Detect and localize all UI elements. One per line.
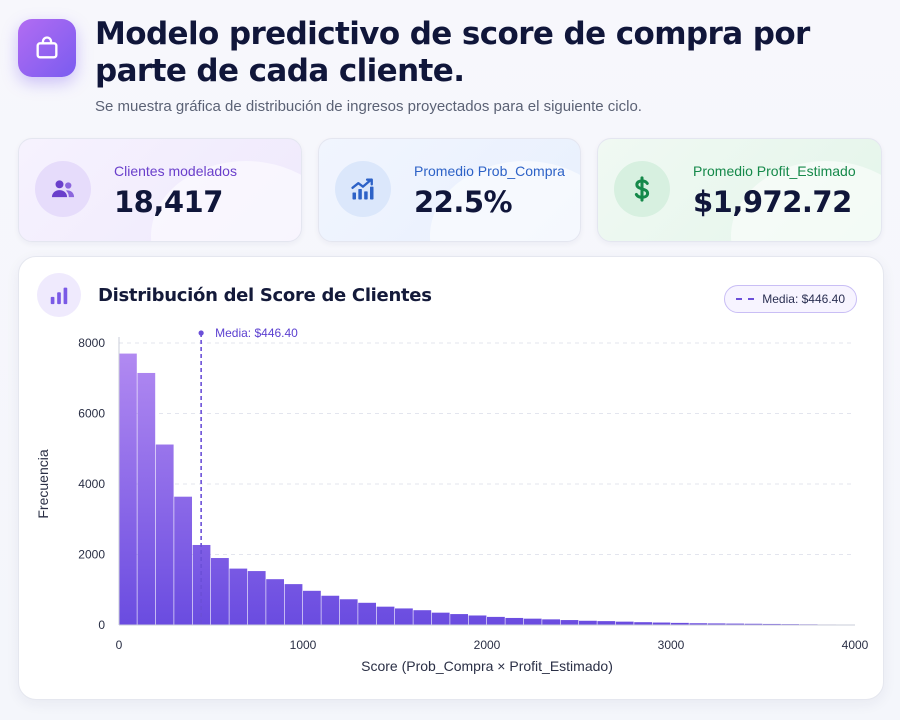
kpi-value: 22.5% xyxy=(414,185,513,219)
histogram-bar xyxy=(615,621,634,625)
histogram-bar xyxy=(560,620,579,625)
histogram-bar xyxy=(211,558,229,625)
kpi-card-profit: Promedio Profit_Estimado $1,972.72 xyxy=(597,138,882,242)
histogram-chart: 0 2000 4000 6000 8000 0 1000 2000 3000 4000 Media:… xyxy=(35,326,869,674)
trending-up-chart-icon xyxy=(335,161,391,217)
histogram-bar xyxy=(542,619,560,625)
y-tick-label: 2000 xyxy=(78,548,105,562)
dollar-icon xyxy=(614,161,670,217)
histogram-bar xyxy=(689,623,708,625)
x-tick-label: 0 xyxy=(116,638,123,652)
histogram-bar xyxy=(468,615,487,625)
histogram-bar xyxy=(395,608,413,625)
x-tick-label: 2000 xyxy=(474,638,501,652)
kpi-value: $1,972.72 xyxy=(693,185,852,219)
histogram-bar xyxy=(284,584,303,625)
kpi-label: Clientes modelados xyxy=(114,163,237,179)
y-tick-label: 0 xyxy=(98,618,105,632)
histogram-bar xyxy=(487,616,505,625)
histogram-bar xyxy=(358,602,376,625)
chart-legend: Media: $446.40 xyxy=(724,285,857,313)
bar-chart-icon xyxy=(37,273,81,317)
chart-panel: Distribución del Score de Clientes Media… xyxy=(18,256,884,700)
histogram-bar xyxy=(579,620,597,625)
histogram-bar xyxy=(726,623,744,625)
histogram-bar xyxy=(707,623,726,625)
histogram-bar xyxy=(597,621,616,625)
histogram-bar xyxy=(413,610,432,625)
kpi-card-prob-compra: Promedio Prob_Compra 22.5% xyxy=(318,138,581,242)
histogram-bar xyxy=(652,622,671,625)
histogram-bar xyxy=(763,623,781,625)
chart-title: Distribución del Score de Clientes xyxy=(98,285,432,306)
shopping-bag-icon xyxy=(18,19,76,77)
page-title: Modelo predictivo de score de compra por… xyxy=(95,16,810,89)
y-tick-label: 8000 xyxy=(78,336,105,350)
y-tick-label: 6000 xyxy=(78,407,105,421)
mean-label: Media: $446.40 xyxy=(215,326,298,340)
histogram-bar xyxy=(671,622,689,625)
mean-marker xyxy=(198,330,204,336)
histogram-bar xyxy=(303,590,321,625)
kpi-label: Promedio Prob_Compra xyxy=(414,163,565,179)
histogram-bar xyxy=(119,353,137,625)
histogram-bar xyxy=(174,496,192,625)
kpi-value: 18,417 xyxy=(114,185,223,219)
histogram-bar xyxy=(155,444,174,625)
x-tick-label: 3000 xyxy=(658,638,685,652)
x-tick-label: 1000 xyxy=(290,638,317,652)
x-axis-label: Score (Prob_Compra × Profit_Estimado) xyxy=(361,658,613,674)
histogram-bar xyxy=(376,606,395,625)
histogram-bar xyxy=(523,618,542,625)
histogram-bar xyxy=(339,599,358,625)
legend-label: Media: $446.40 xyxy=(762,292,845,306)
histogram-bar xyxy=(192,544,211,625)
histogram-bar xyxy=(431,612,450,625)
kpi-label: Promedio Profit_Estimado xyxy=(693,163,856,179)
y-axis-label: Frecuencia xyxy=(35,449,51,518)
histogram-bar xyxy=(505,617,524,625)
histogram-bar xyxy=(137,372,156,625)
x-tick-label: 4000 xyxy=(842,638,869,652)
users-icon xyxy=(35,161,91,217)
page-subtitle: Se muestra gráfica de distribución de in… xyxy=(95,98,642,115)
histogram-bar xyxy=(744,623,763,625)
histogram-bar xyxy=(266,579,284,625)
kpi-card-clientes: Clientes modelados 18,417 xyxy=(18,138,302,242)
histogram-bar xyxy=(634,622,652,625)
legend-dashed-line xyxy=(736,298,755,300)
histogram-bar xyxy=(321,595,340,625)
histogram-bar xyxy=(229,568,248,625)
y-tick-label: 4000 xyxy=(78,477,105,491)
histogram-bar xyxy=(247,571,266,625)
histogram-bar xyxy=(450,614,468,625)
